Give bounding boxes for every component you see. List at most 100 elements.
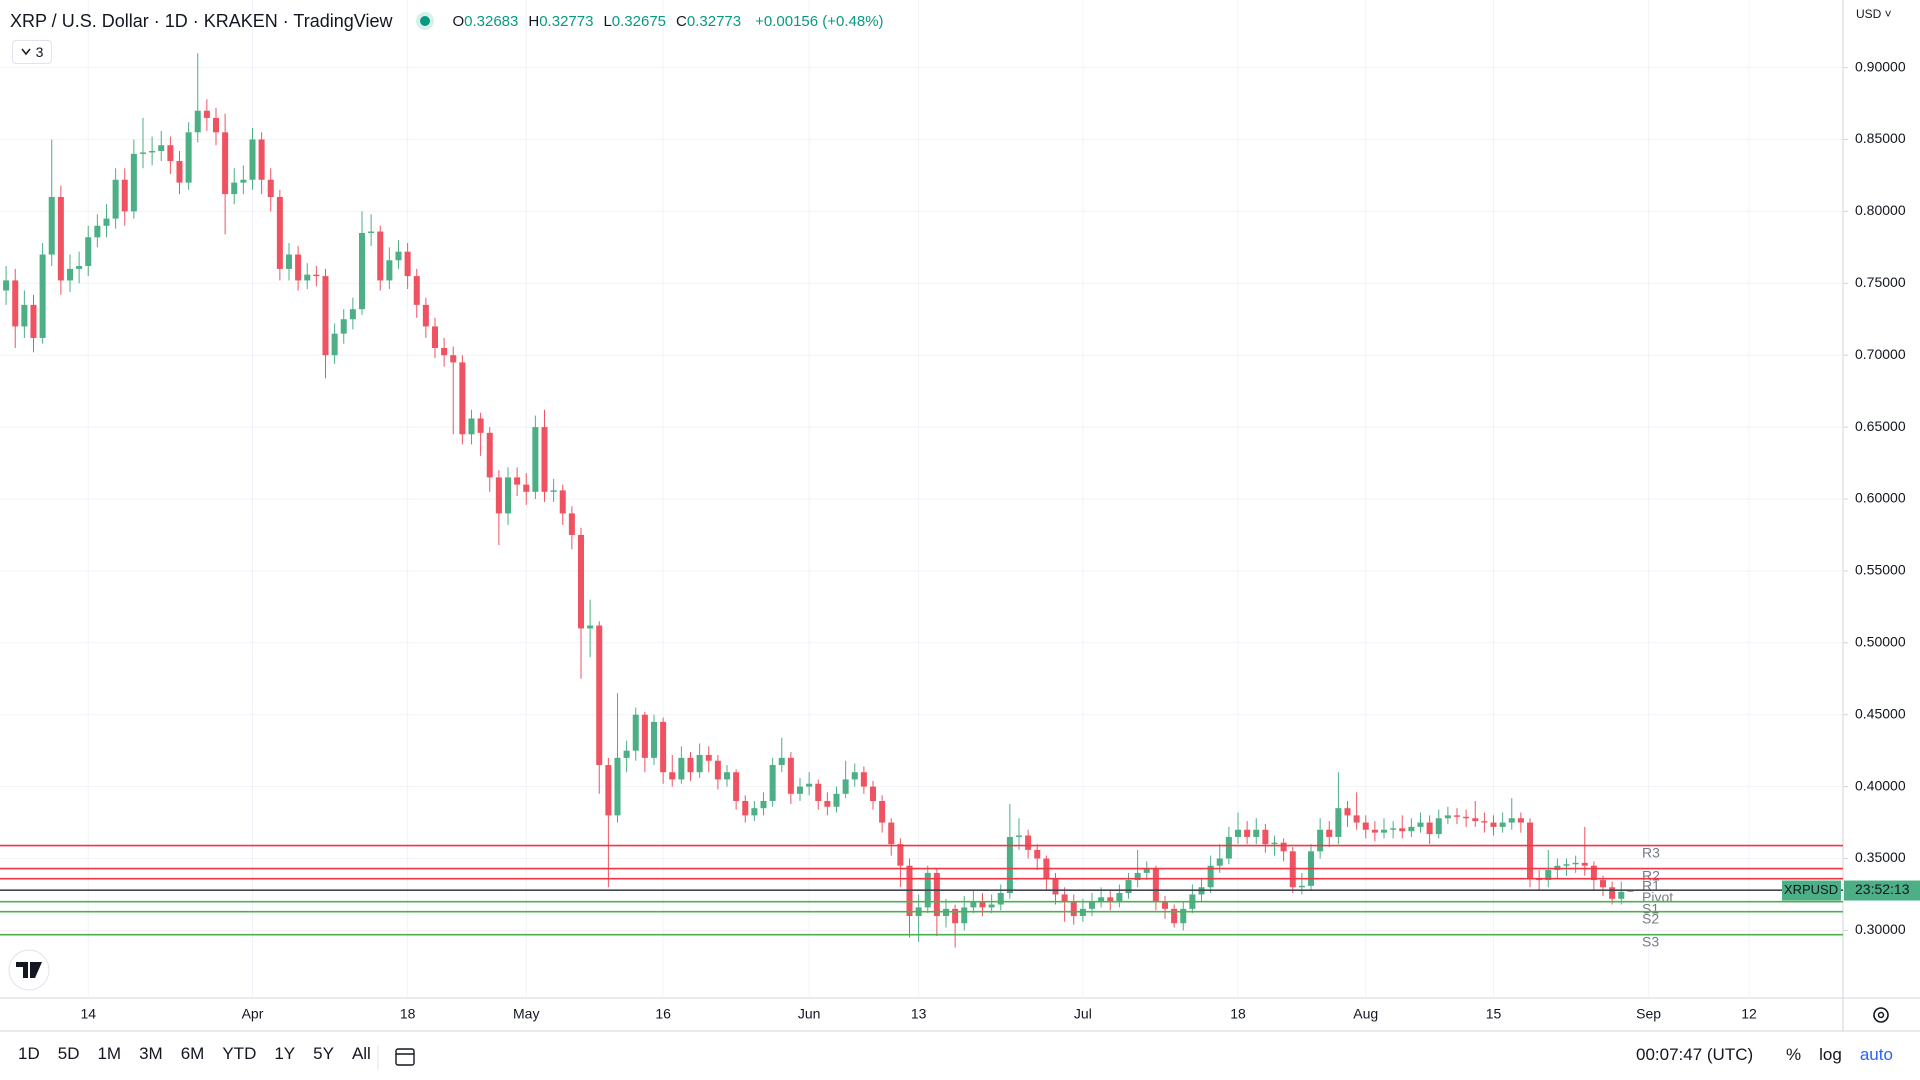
- countdown-label: 23:52:13: [1855, 881, 1910, 897]
- candle-body: [249, 139, 256, 180]
- candle-body: [39, 254, 46, 338]
- candle-body: [888, 822, 895, 845]
- candle-body: [541, 427, 548, 492]
- range-button[interactable]: 6M: [180, 1044, 205, 1063]
- candle-body: [450, 355, 457, 363]
- candle-body: [1317, 829, 1324, 852]
- candle-body: [331, 333, 338, 356]
- candle-body: [12, 280, 19, 327]
- candle-body: [1417, 822, 1424, 827]
- currency-selector[interactable]: USD ˅: [1856, 7, 1892, 21]
- y-tick-label: 0.45000: [1855, 705, 1906, 721]
- candle-body: [723, 772, 731, 780]
- ohlc-key: O: [452, 12, 465, 30]
- candle-body: [1463, 816, 1470, 819]
- chevron: [21, 48, 31, 56]
- candle-body: [240, 179, 247, 183]
- ohlc-value: 0.32773: [686, 12, 742, 30]
- ohlc-key: C: [676, 12, 687, 30]
- candle-body: [1116, 893, 1123, 902]
- candle-body: [276, 197, 283, 269]
- candles: [3, 53, 1634, 948]
- range-button[interactable]: All: [351, 1044, 371, 1063]
- candle-body: [1599, 880, 1607, 888]
- scale-option[interactable]: log: [1819, 1045, 1842, 1064]
- candle-body: [961, 907, 968, 924]
- candle-body: [933, 872, 940, 917]
- candle-body: [1353, 815, 1360, 823]
- candle-body: [176, 161, 183, 183]
- candle-body: [1088, 901, 1096, 909]
- x-tick-label: 13: [911, 1006, 927, 1022]
- candle-body: [550, 490, 557, 492]
- candle-body: [988, 904, 995, 908]
- candle-body: [1244, 829, 1251, 837]
- candle-body: [1061, 894, 1068, 902]
- range-button[interactable]: 3M: [139, 1044, 163, 1063]
- candle-body: [1161, 901, 1169, 909]
- candle-body: [869, 786, 877, 801]
- candle-body: [368, 231, 375, 233]
- bottom-toolbar: 1D 5D 1M 3M 6M YTD 1Y 5Y All 00:07:47 (UTC) % log…: [0, 1032, 1920, 1080]
- candle-body: [687, 757, 694, 773]
- candle-body: [1180, 908, 1187, 924]
- range-button[interactable]: 1M: [97, 1044, 122, 1063]
- candle-body: [1590, 865, 1597, 881]
- candle-body: [1563, 864, 1570, 866]
- pivot-label: R1: [1642, 877, 1660, 893]
- candle-body: [696, 754, 703, 773]
- candle-body: [815, 783, 822, 801]
- x-tick-label: 16: [655, 1006, 671, 1022]
- range-button[interactable]: 5D: [57, 1044, 80, 1063]
- candle-body: [568, 513, 575, 535]
- candle-body: [185, 132, 192, 183]
- candle-body: [796, 786, 804, 794]
- candle-body: [1280, 842, 1287, 852]
- candle-body: [824, 800, 831, 807]
- ohlc-item: O0.32683: [452, 13, 518, 30]
- candle-body: [1453, 815, 1461, 817]
- x-tick-label: 12: [1741, 1006, 1757, 1022]
- candle-body: [596, 625, 603, 766]
- clock[interactable]: 00:07:47 (UTC): [1636, 1045, 1754, 1064]
- candle-body: [714, 760, 721, 780]
- calendar-icon[interactable]: [395, 1048, 415, 1066]
- scale-option[interactable]: %: [1786, 1045, 1802, 1064]
- candle-body: [751, 808, 758, 816]
- candle-body: [614, 757, 621, 816]
- ohlc-value: 0.32683: [464, 12, 519, 30]
- candle-body: [304, 274, 311, 281]
- candle-body: [632, 714, 639, 751]
- indicators-toggle[interactable]: 3: [12, 40, 52, 64]
- candle-body: [149, 150, 156, 153]
- range-button[interactable]: 1Y: [274, 1044, 296, 1063]
- candle-body: [1107, 897, 1114, 902]
- candle-body: [678, 757, 685, 780]
- x-tick-label: Apr: [242, 1006, 264, 1022]
- candle-body: [860, 772, 867, 787]
- candle-body: [1152, 868, 1159, 902]
- candle-body: [203, 110, 210, 118]
- candle-body: [130, 153, 137, 212]
- scale-option[interactable]: auto: [1859, 1045, 1893, 1064]
- settings-gear[interactable]: [1873, 1007, 1889, 1023]
- range-button[interactable]: 1D: [18, 1044, 40, 1063]
- candle-body: [139, 152, 147, 154]
- ohlc-item: H0.32773: [528, 13, 593, 30]
- range-button[interactable]: YTD: [222, 1044, 257, 1063]
- candle-body: [1025, 835, 1032, 850]
- candle-body: [1618, 891, 1625, 899]
- candle-body: [1627, 890, 1634, 892]
- candle-body: [1298, 885, 1305, 888]
- candle-body: [21, 304, 28, 327]
- range-button[interactable]: 5Y: [313, 1044, 334, 1063]
- candle-body: [158, 145, 165, 151]
- candle-body: [94, 225, 101, 238]
- candle-body: [1390, 828, 1397, 830]
- candle-body: [1499, 822, 1506, 827]
- candle-body: [1006, 836, 1013, 894]
- candle-body: [1134, 872, 1141, 881]
- candle-body: [733, 772, 740, 801]
- candle-body: [1271, 842, 1278, 845]
- candle-body: [167, 145, 174, 162]
